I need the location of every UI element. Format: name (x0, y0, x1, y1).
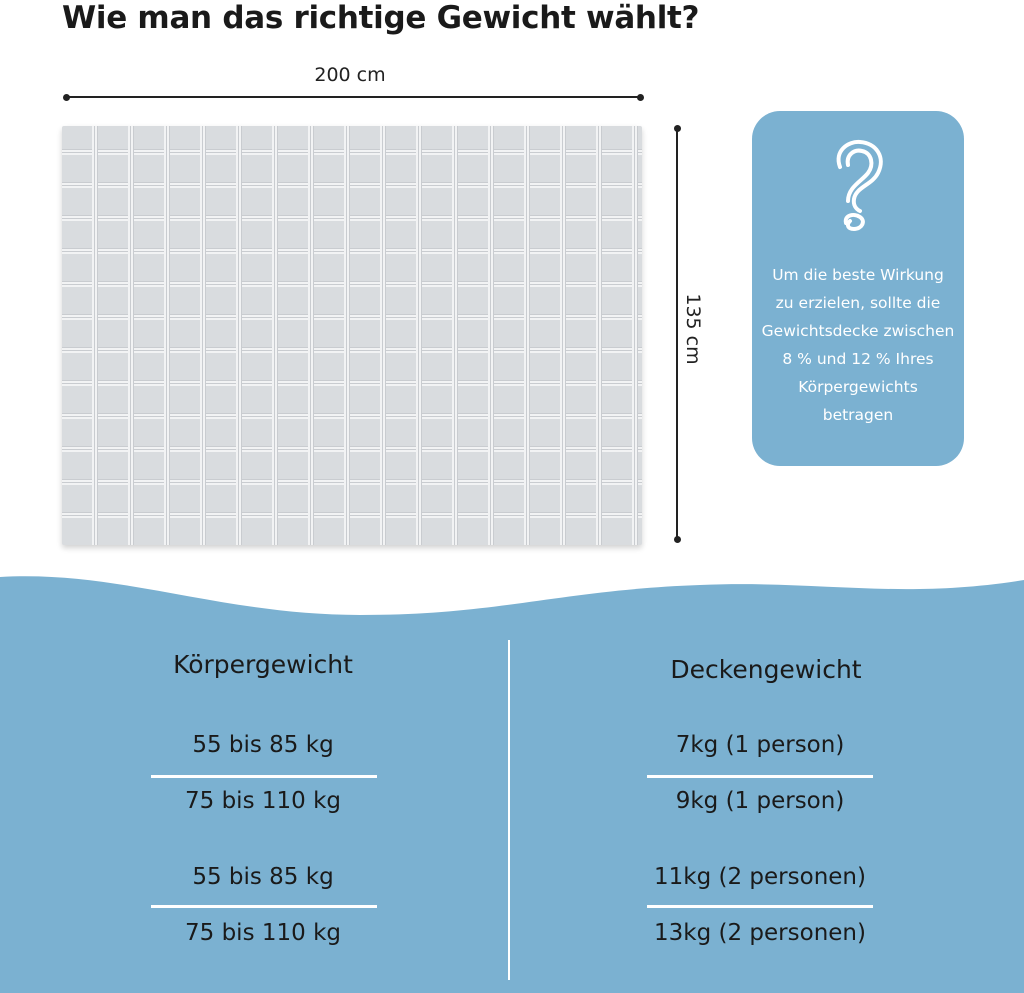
body-weight-cell: 55 bis 85 kg (192, 864, 334, 890)
blanket-weight-cell: 7kg (1 person) (675, 732, 845, 758)
width-dimension-line (66, 96, 642, 98)
blanket-weight-cell: 13kg (2 personen) (654, 920, 866, 946)
question-mark-icon (836, 139, 883, 232)
width-label: 200 cm (314, 64, 386, 86)
info-line: Um die beste Wirkung (772, 266, 944, 284)
dimension-dot (674, 125, 681, 132)
row-separator (647, 905, 873, 908)
weighted-blanket-image (62, 126, 642, 545)
wave-background (0, 576, 1024, 993)
info-line: Gewichtsdecke zwischen (761, 322, 955, 340)
body-weight-cell: 75 bis 110 kg (185, 920, 341, 946)
row-separator (151, 775, 377, 778)
row-separator (151, 905, 377, 908)
column-divider (508, 640, 510, 980)
dimension-dot (63, 94, 70, 101)
info-line: Körpergewichts (798, 378, 918, 396)
dimension-dot (637, 94, 644, 101)
height-label: 135 cm (682, 293, 704, 365)
header-blanket-weight: Deckengewicht (670, 655, 862, 684)
dimension-dot (674, 536, 681, 543)
info-line: zu erzielen, sollte die (775, 294, 941, 312)
header-body-weight: Körpergewicht (173, 650, 353, 679)
info-box: Um die beste Wirkung zu erzielen, sollte… (752, 111, 964, 466)
blanket-weight-cell: 11kg (2 personen) (654, 864, 866, 890)
body-weight-cell: 55 bis 85 kg (192, 732, 334, 758)
body-weight-cell: 75 bis 110 kg (185, 788, 341, 814)
row-separator (647, 775, 873, 778)
info-line: betragen (822, 406, 894, 424)
info-line: 8 % und 12 % Ihres (782, 350, 934, 368)
height-dimension-line (676, 128, 678, 540)
blanket-weight-cell: 9kg (1 person) (675, 788, 845, 814)
page-title: Wie man das richtige Gewicht wählt? (62, 0, 700, 36)
